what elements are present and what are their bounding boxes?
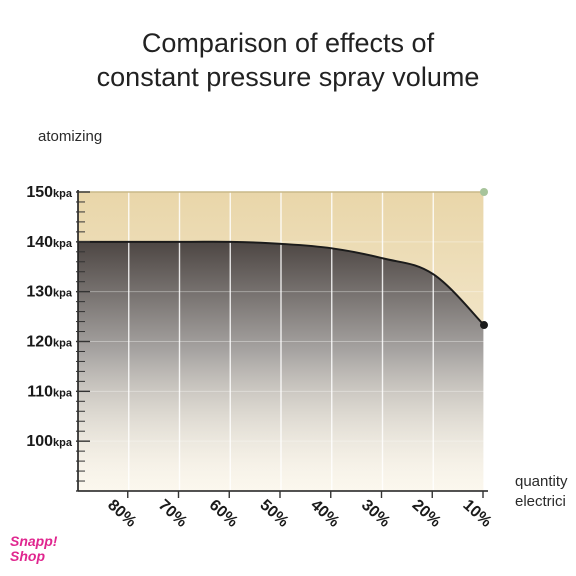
- y-tick-unit: kpa: [53, 338, 73, 350]
- chart-title-line-2: constant pressure spray volume: [96, 62, 480, 92]
- x-tick-label: 80%: [104, 497, 139, 531]
- y-tick-value: 100: [26, 433, 53, 450]
- y-tick-label: 140kpa: [26, 234, 73, 251]
- y-tick-value: 130: [26, 284, 53, 301]
- reference-series-end-point: [480, 188, 488, 196]
- x-tick-label: 40%: [307, 497, 342, 531]
- y-tick-value: 140: [26, 234, 53, 251]
- y-tick-label: 150kpa: [26, 184, 73, 201]
- x-axis-label-line-1: quantity: [515, 473, 568, 490]
- x-tick-label: 60%: [206, 497, 241, 531]
- y-tick-label: 120kpa: [26, 334, 73, 351]
- y-tick-label: 130kpa: [26, 284, 73, 301]
- x-tick-label: 50%: [256, 497, 291, 531]
- y-tick-label: 100kpa: [26, 433, 73, 450]
- pressure-series-end-point: [480, 321, 488, 330]
- y-tick-unit: kpa: [53, 188, 73, 200]
- y-tick-value: 120: [26, 334, 53, 351]
- pressure-series-line: [77, 240, 485, 326]
- x-tick-label: 10%: [459, 497, 494, 531]
- y-tick-unit: kpa: [53, 387, 73, 399]
- y-tick-unit: kpa: [53, 238, 73, 250]
- y-axis-label: atomizing: [38, 128, 102, 145]
- y-tick-unit: kpa: [53, 288, 73, 300]
- chart-title-line-1: Comparison of effects of: [141, 28, 435, 58]
- watermark-line-1: Snapp!: [10, 533, 58, 549]
- x-axis-label-line-2: electrici: [515, 493, 566, 510]
- chart-title: Comparison of effects of constant pressu…: [0, 26, 576, 94]
- x-tick-label: 70%: [155, 497, 190, 531]
- watermark-line-2: Shop: [10, 548, 45, 564]
- x-tick-label: 20%: [409, 497, 444, 531]
- y-tick-label: 110kpa: [27, 383, 73, 400]
- brand-watermark: Snapp! Shop: [10, 534, 57, 564]
- y-tick-unit: kpa: [53, 437, 73, 449]
- y-tick-value: 110: [27, 383, 53, 400]
- x-tick-label: 30%: [358, 497, 393, 531]
- y-tick-value: 150: [26, 184, 53, 201]
